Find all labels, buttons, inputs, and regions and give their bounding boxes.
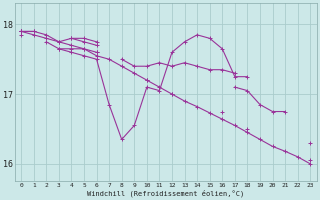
- X-axis label: Windchill (Refroidissement éolien,°C): Windchill (Refroidissement éolien,°C): [87, 189, 244, 197]
